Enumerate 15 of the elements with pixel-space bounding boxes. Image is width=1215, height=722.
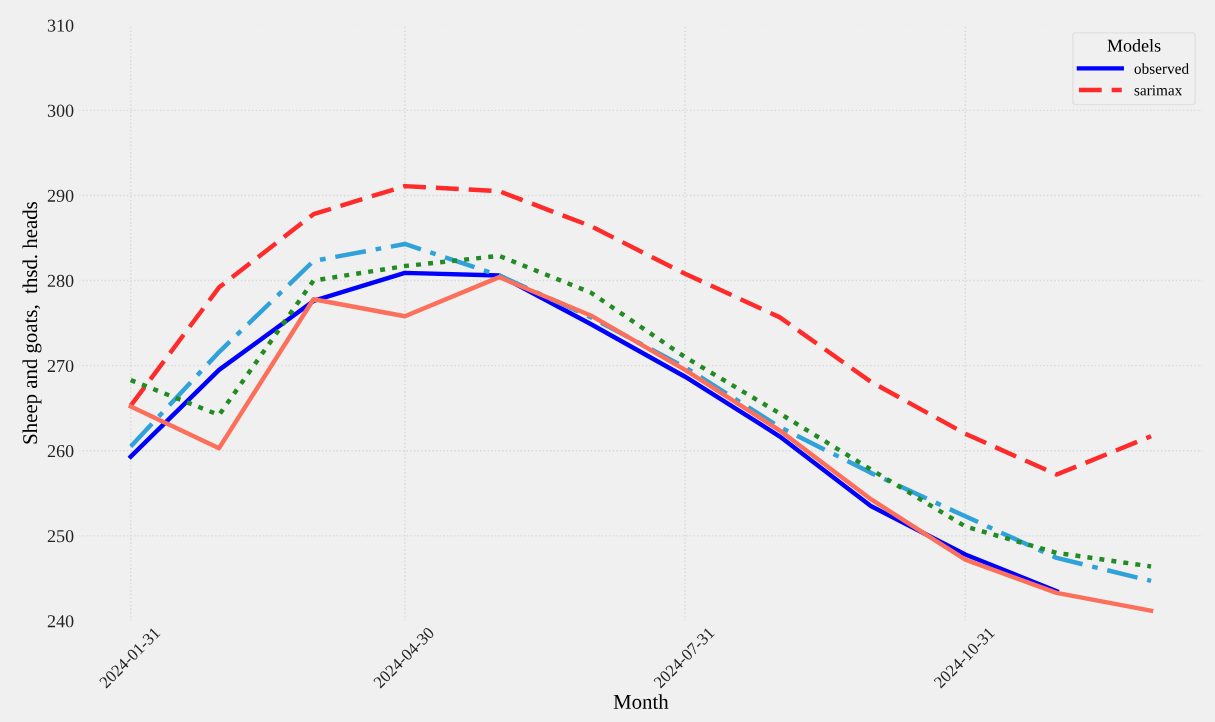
- y-tick-label: 300: [47, 104, 74, 117]
- y-tick-label: 280: [47, 274, 74, 287]
- y-tick-label: 260: [47, 444, 74, 458]
- y-tick-label: 240: [47, 615, 74, 628]
- line-series: [128, 183, 1154, 477]
- y-axis-title: Sheep and goats, thsd. heads: [22, 202, 42, 444]
- line-series: [128, 274, 1154, 613]
- y-tick-label: 250: [47, 530, 74, 543]
- legend-label: observed: [1134, 63, 1189, 74]
- x-axis-title: Month: [613, 694, 669, 709]
- legend-label: sarimax: [1134, 85, 1183, 96]
- legend-title: Models: [1107, 39, 1161, 52]
- y-tick-label: 310: [47, 19, 74, 32]
- y-tick-label: 290: [47, 189, 74, 202]
- y-tick-label: 270: [47, 359, 74, 373]
